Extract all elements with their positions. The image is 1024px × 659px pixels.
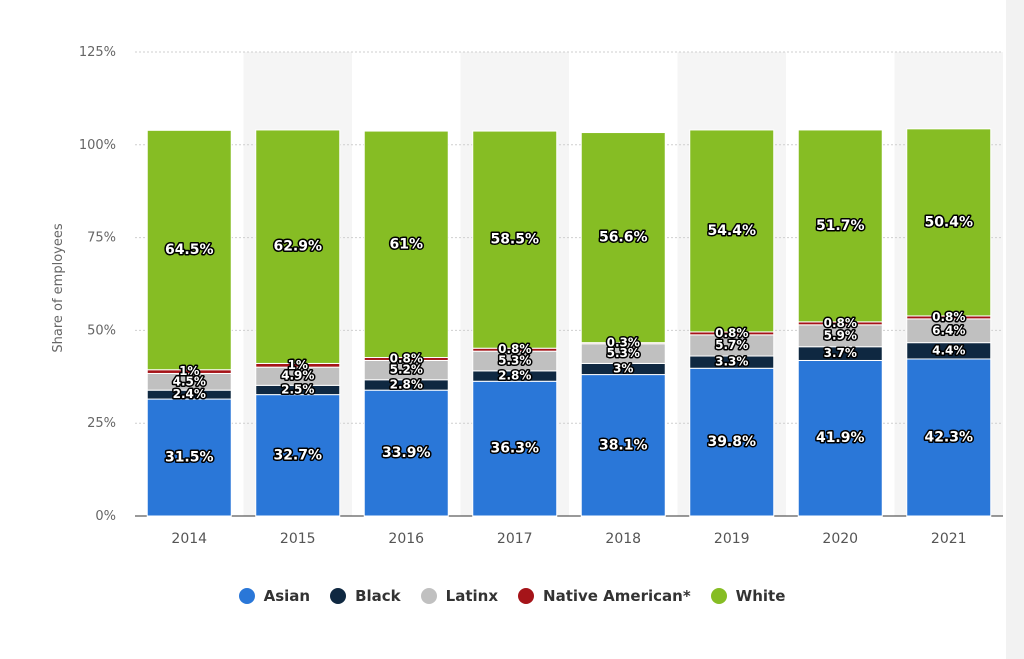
data-label: 62.9% xyxy=(273,239,322,255)
data-label: 0.8% xyxy=(932,310,965,324)
legend-swatch xyxy=(710,588,727,604)
bar-segment-white[interactable] xyxy=(255,129,341,364)
bar-segment-white[interactable] xyxy=(689,129,775,333)
x-tick-label: 2018 xyxy=(605,531,641,547)
data-label: 56.6% xyxy=(599,230,648,246)
data-label: 5.7% xyxy=(715,338,748,352)
data-label: 50.4% xyxy=(924,214,973,230)
y-tick-label: 100% xyxy=(79,138,116,153)
legend-label: Black xyxy=(355,587,401,605)
legend-label: Native American* xyxy=(543,587,691,605)
y-axis-title: Share of employees xyxy=(51,223,66,352)
x-tick-label: 2014 xyxy=(171,531,207,547)
data-label: 3% xyxy=(613,362,633,376)
bar-segment-asian[interactable] xyxy=(580,374,666,517)
data-label: 0.8% xyxy=(390,351,423,365)
data-label: 5.3% xyxy=(607,346,640,360)
x-tick-label: 2016 xyxy=(388,531,424,547)
data-label: 39.8% xyxy=(707,434,756,450)
data-labels: 31.5%2.4%4.5%1%64.5%32.7%2.5%4.9%1%62.9%… xyxy=(163,213,974,467)
bar-segment-white[interactable] xyxy=(472,130,558,349)
data-label: 2.8% xyxy=(390,377,423,391)
y-tick-label: 25% xyxy=(87,416,116,431)
legend-swatch xyxy=(330,588,347,604)
data-label: 64.5% xyxy=(165,242,214,258)
legend-swatch xyxy=(518,588,535,604)
data-label: 3.7% xyxy=(824,346,857,360)
data-label: 0.3% xyxy=(607,336,640,350)
x-tick-label: 2015 xyxy=(280,531,316,547)
data-label: 36.3% xyxy=(490,441,539,457)
data-label: 2.8% xyxy=(498,369,531,383)
y-tick-label: 50% xyxy=(87,323,116,338)
data-label: 4.9% xyxy=(281,369,314,383)
bars xyxy=(146,128,992,517)
data-label: 5.2% xyxy=(390,363,423,377)
data-label: 41.9% xyxy=(816,430,865,446)
data-label: 54.4% xyxy=(707,223,756,239)
y-tick-label: 125% xyxy=(79,45,116,60)
data-label: 1% xyxy=(179,364,199,378)
data-label: 2.5% xyxy=(281,382,314,396)
data-label: 42.3% xyxy=(924,429,973,445)
legend-item[interactable]: Native American* xyxy=(518,587,691,605)
data-label: 4.4% xyxy=(932,343,965,357)
data-label: 32.7% xyxy=(273,447,322,463)
data-label: 4.5% xyxy=(173,374,206,388)
legend: Asian Black Latinx Native American* White xyxy=(0,582,1024,610)
legend-item[interactable]: White xyxy=(710,587,786,605)
x-tick-label: 2019 xyxy=(714,531,750,547)
data-label: 38.1% xyxy=(599,437,648,453)
data-label: 33.9% xyxy=(382,445,431,461)
legend-swatch xyxy=(238,588,255,604)
data-label: 51.7% xyxy=(816,218,865,234)
data-label: 58.5% xyxy=(490,232,539,248)
legend-label: Asian xyxy=(263,587,311,605)
bar-segment-white[interactable] xyxy=(580,132,666,344)
legend-label: White xyxy=(735,587,786,605)
bar-segment-white[interactable] xyxy=(146,129,232,371)
data-label: 31.5% xyxy=(165,450,214,466)
legend-item[interactable]: Black xyxy=(330,587,401,605)
x-axis: 2014 2015 2016 2017 2018 2019 2020 2021 xyxy=(171,531,966,547)
legend-item[interactable]: Latinx xyxy=(420,587,499,605)
legend-item[interactable]: Asian xyxy=(238,587,311,605)
legend-label: Latinx xyxy=(445,587,499,605)
bar-segment-asian[interactable] xyxy=(797,359,883,517)
x-tick-label: 2020 xyxy=(822,531,858,547)
y-tick-label: 75% xyxy=(87,231,116,246)
bar-segment-white[interactable] xyxy=(906,128,992,317)
x-tick-label: 2021 xyxy=(931,531,967,547)
data-label: 0.8% xyxy=(824,316,857,330)
data-label: 1% xyxy=(288,358,308,372)
x-tick-label: 2017 xyxy=(497,531,533,547)
right-edge-band xyxy=(1006,0,1024,659)
y-tick-label: 0% xyxy=(95,509,116,524)
data-label: 6.4% xyxy=(932,323,965,337)
bar-segment-asian[interactable] xyxy=(689,367,775,517)
data-label: 2.4% xyxy=(173,387,206,401)
bar-segment-asian[interactable] xyxy=(255,394,341,517)
data-label: 3.3% xyxy=(715,355,748,369)
bar-segment-asian[interactable] xyxy=(472,380,558,517)
y-axis: 0% 25% 50% 75% 100% 125% Share of employees xyxy=(51,45,116,524)
legend-swatch xyxy=(420,588,437,604)
bar-segment-white[interactable] xyxy=(797,129,883,323)
data-label: 61% xyxy=(389,236,423,252)
data-label: 0.8% xyxy=(715,326,748,340)
bar-segment-asian[interactable] xyxy=(906,358,992,517)
bar-segment-white[interactable] xyxy=(363,130,449,358)
data-label: 5.9% xyxy=(824,328,857,342)
data-label: 0.8% xyxy=(498,342,531,356)
data-label: 5.3% xyxy=(498,354,531,368)
bar-segment-asian[interactable] xyxy=(363,389,449,517)
